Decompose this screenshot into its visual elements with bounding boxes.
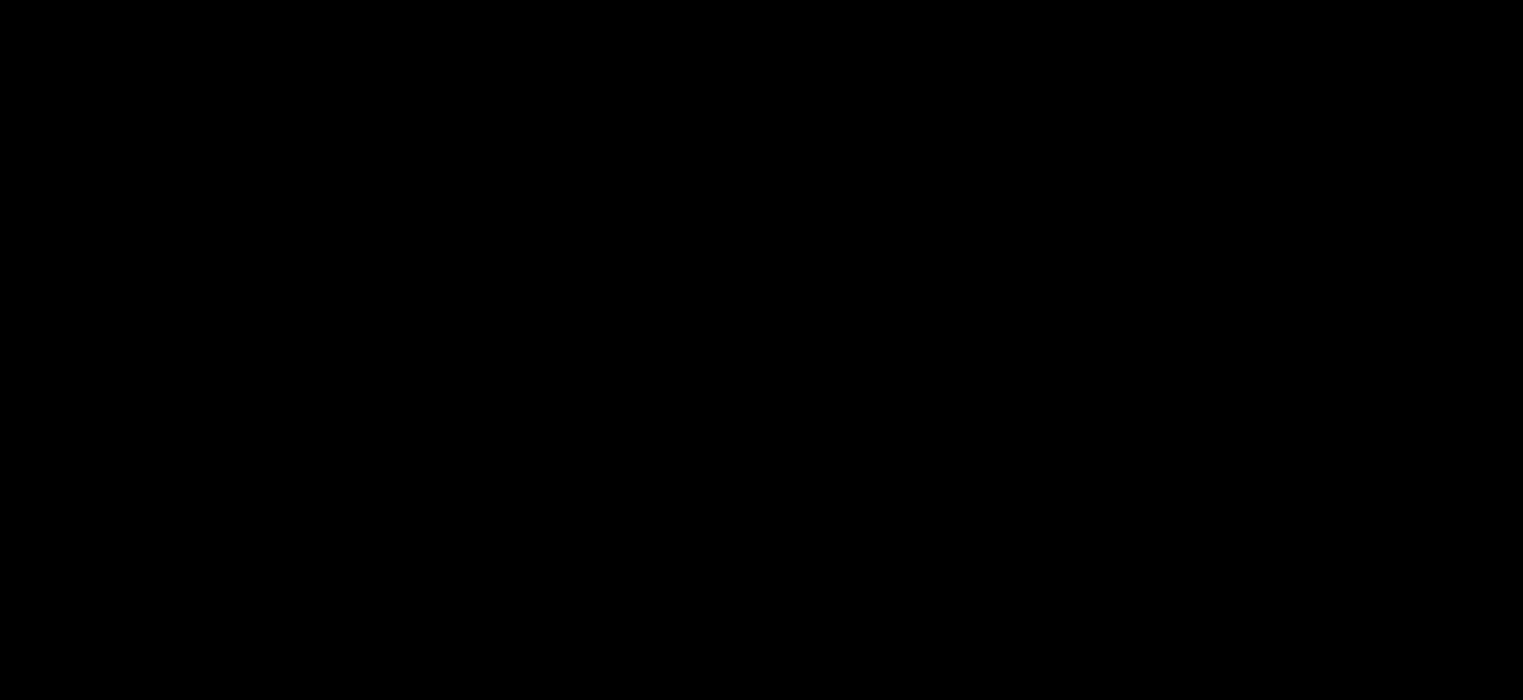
quote-sidebar: [0, 0, 50, 700]
